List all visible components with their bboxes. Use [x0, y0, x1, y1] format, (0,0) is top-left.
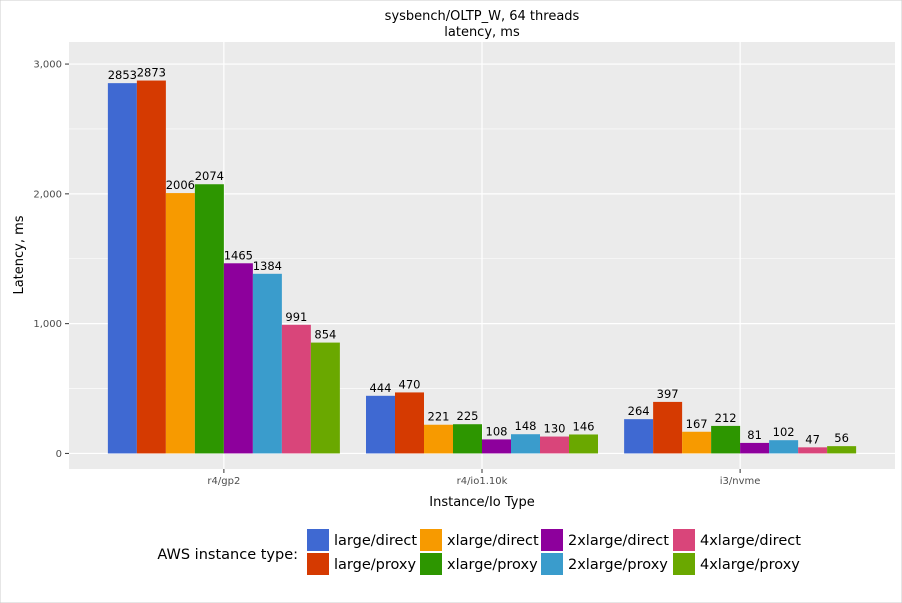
- bar: [624, 419, 654, 454]
- legend-label: 2xlarge/direct: [568, 533, 669, 549]
- legend-label: xlarge/proxy: [447, 557, 538, 573]
- y-tick-label: 3,000: [33, 60, 62, 71]
- bar: [682, 431, 712, 454]
- data-label: 397: [657, 387, 679, 401]
- chart-subtitle: latency, ms: [444, 25, 520, 40]
- data-label: 2074: [195, 169, 224, 183]
- legend-key: [541, 553, 563, 575]
- data-label: 2853: [108, 68, 137, 82]
- bar: [769, 440, 799, 454]
- data-label: 264: [628, 404, 650, 418]
- data-label: 1384: [253, 259, 282, 273]
- y-axis-title: Latency, ms: [12, 215, 27, 294]
- y-tick-label: 2,000: [33, 189, 62, 200]
- data-label: 1465: [224, 248, 253, 262]
- bar: [540, 436, 569, 454]
- data-label: 470: [399, 377, 421, 391]
- data-label: 2006: [166, 178, 195, 192]
- legend-key: [673, 553, 695, 575]
- data-label: 444: [370, 381, 392, 395]
- bar: [511, 434, 540, 454]
- x-tick-label: r4/gp2: [207, 476, 240, 487]
- bar: [482, 439, 511, 454]
- data-label: 2873: [137, 66, 166, 80]
- data-label: 130: [544, 422, 566, 436]
- x-tick-label: i3/nvme: [720, 476, 761, 487]
- data-label: 167: [686, 417, 708, 431]
- data-label: 212: [715, 411, 737, 425]
- bar: [424, 424, 453, 454]
- bar: [310, 342, 340, 454]
- bar: [165, 193, 195, 454]
- data-label: 146: [573, 419, 595, 433]
- legend-title: AWS instance type:: [157, 547, 298, 563]
- legend-label: large/direct: [334, 533, 417, 549]
- x-axis-title: Instance/Io Type: [429, 495, 534, 510]
- bar: [366, 395, 395, 454]
- bar: [569, 434, 598, 454]
- y-tick-label: 1,000: [33, 319, 62, 330]
- data-label: 148: [515, 419, 537, 433]
- data-label: 854: [314, 328, 336, 342]
- legend-key: [307, 553, 329, 575]
- data-label: 225: [457, 409, 479, 423]
- bar: [798, 447, 828, 454]
- bar: [711, 425, 741, 454]
- legend-label: 2xlarge/proxy: [568, 557, 668, 573]
- bar: [453, 424, 482, 454]
- legend-key: [420, 553, 442, 575]
- x-tick-label: r4/io1.10k: [457, 476, 508, 487]
- legend-label: 4xlarge/direct: [700, 533, 801, 549]
- bar: [740, 442, 770, 454]
- data-label: 47: [805, 432, 820, 446]
- bar: [281, 324, 311, 454]
- data-label: 108: [486, 424, 508, 438]
- data-label: 991: [285, 310, 307, 324]
- bar: [194, 184, 224, 454]
- bar: [395, 392, 424, 454]
- bar: [252, 273, 282, 454]
- bar: [136, 80, 166, 454]
- legend-key: [541, 529, 563, 551]
- data-label: 102: [773, 425, 795, 439]
- chart-title: sysbench/OLTP_W, 64 threads: [385, 9, 580, 24]
- legend-label: xlarge/direct: [447, 533, 539, 549]
- legend-key: [673, 529, 695, 551]
- legend-key: [307, 529, 329, 551]
- data-label: 81: [747, 428, 762, 442]
- legend-label: 4xlarge/proxy: [700, 557, 800, 573]
- legend-label: large/proxy: [334, 557, 416, 573]
- y-tick-label: 0: [56, 449, 62, 460]
- bar: [223, 263, 253, 454]
- data-label: 56: [834, 431, 849, 445]
- bar: [653, 401, 683, 454]
- legend: AWS instance type: large/direct large/pro…: [157, 529, 801, 575]
- data-label: 221: [428, 410, 450, 424]
- bar: [107, 83, 137, 454]
- legend-key: [420, 529, 442, 551]
- bar: [827, 446, 857, 454]
